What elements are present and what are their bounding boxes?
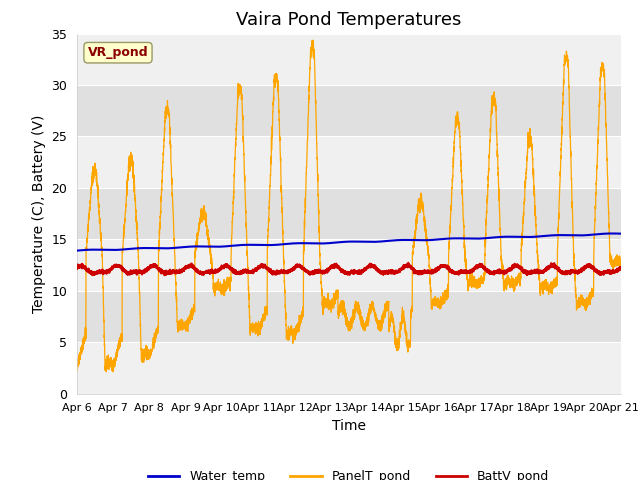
Legend: Water_temp, PanelT_pond, BattV_pond: Water_temp, PanelT_pond, BattV_pond [143, 465, 554, 480]
X-axis label: Time: Time [332, 419, 366, 433]
Bar [77, 85, 621, 136]
Y-axis label: Temperature (C), Battery (V): Temperature (C), Battery (V) [31, 114, 45, 313]
Bar [77, 291, 621, 342]
Bar [77, 188, 621, 240]
Title: Vaira Pond Temperatures: Vaira Pond Temperatures [236, 11, 461, 29]
Text: VR_pond: VR_pond [88, 46, 148, 59]
